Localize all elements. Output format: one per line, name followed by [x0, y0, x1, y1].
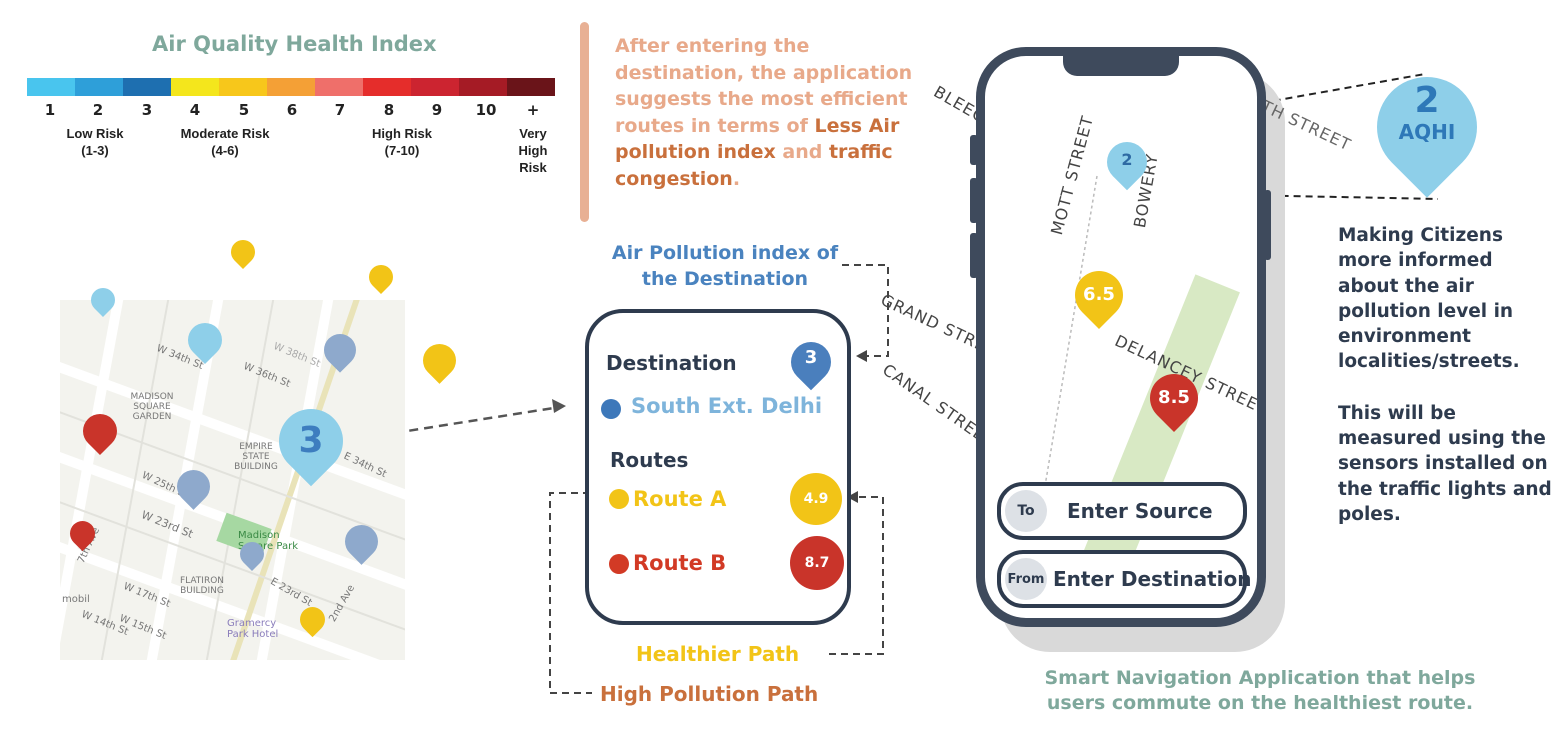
- aqhi-tick-label: 8: [383, 101, 395, 119]
- phone-power-button: [1264, 190, 1271, 260]
- aqhi-big-pin-label: AQHI: [1398, 120, 1456, 144]
- landmark-label: MADISON SQUARE GARDEN: [130, 392, 174, 422]
- aqhi-tick-label: +: [526, 101, 540, 119]
- city-map[interactable]: W 34th St W 36th St W 38th St MADISON SQ…: [60, 300, 405, 660]
- aqhi-scale-segment: [267, 78, 315, 96]
- aqhi-scale-segment: [123, 78, 171, 96]
- phone-side-button: [970, 135, 978, 165]
- risk-very-high-label: Very High Risk: [518, 126, 548, 175]
- route-a-label[interactable]: Route A: [633, 487, 727, 511]
- to-badge: To: [1005, 490, 1047, 532]
- aqhi-tick-label: 10: [475, 101, 497, 119]
- destination-title: Destination: [606, 351, 737, 375]
- aqhi-tick-label: 1: [44, 101, 56, 119]
- route-b-aqi-badge: 8.7: [790, 536, 844, 590]
- route-a-dot-icon[interactable]: [609, 489, 629, 509]
- aqhi-scale-segment: [171, 78, 219, 96]
- aqhi-scale-segment: [459, 78, 507, 96]
- phone-side-button: [970, 178, 978, 223]
- destination-placeholder: Enter Destination: [1053, 567, 1252, 591]
- aqhi-scale-segment: [507, 78, 555, 96]
- aqhi-big-pin-value: 2: [1414, 80, 1440, 121]
- aqhi-scale-segment: [27, 78, 75, 96]
- landmark-label: EMPIRE STATE BUILDING: [234, 442, 278, 472]
- source-input[interactable]: To Enter Source: [997, 482, 1247, 540]
- aqhi-scale-segment: [219, 78, 267, 96]
- aqhi-tick-label: 7: [334, 101, 346, 119]
- phone-frame: MOTT STREET BOWERY DELANCEY STREET 2 6.5…: [976, 47, 1266, 627]
- route-b-label[interactable]: Route B: [633, 551, 727, 575]
- aqhi-title: Air Quality Health Index: [152, 32, 437, 56]
- route-b-dot-icon[interactable]: [609, 554, 629, 574]
- hotel-label: Gramercy Park Hotel: [227, 618, 279, 640]
- info-paragraph: Making Citizens more informed about the …: [1338, 225, 1520, 373]
- info-text: Making Citizens more informed about the …: [1338, 223, 1558, 527]
- risk-high-label: High Risk (7-10): [372, 126, 432, 158]
- phone-pin-red-value: 8.5: [1158, 387, 1190, 408]
- aqhi-tick-label: 4: [189, 101, 201, 119]
- high-pollution-path-label: High Pollution Path: [600, 682, 819, 706]
- phone-map-roads: [1044, 175, 1098, 487]
- aqhi-scale-segment: [363, 78, 411, 96]
- phone-side-button: [970, 233, 978, 278]
- destination-input[interactable]: From Enter Destination: [997, 550, 1251, 608]
- aqhi-scale-segment: [315, 78, 363, 96]
- api-label: Air Pollution index of the Destination: [611, 242, 839, 290]
- destination-name: South Ext. Delhi: [631, 394, 823, 418]
- map-pin-highlight-value: 3: [298, 420, 324, 461]
- phone-pin-yellow-value: 6.5: [1083, 284, 1115, 305]
- street-label: mobil: [62, 594, 90, 605]
- phone-notch: [1063, 56, 1179, 76]
- aqhi-scale-segment: [75, 78, 123, 96]
- landmark-label: FLATIRON BUILDING: [179, 576, 225, 596]
- caption: Smart Navigation Application that helps …: [1044, 667, 1476, 714]
- aqhi-tick-label: 9: [431, 101, 443, 119]
- healthier-path-label: Healthier Path: [636, 642, 800, 666]
- risk-low-label: Low Risk (1-3): [66, 126, 124, 158]
- info-paragraph: This will be measured using the sensors …: [1338, 402, 1552, 525]
- phone-pin-blue-value: 2: [1121, 150, 1133, 169]
- aqhi-tick-label: 3: [141, 101, 153, 119]
- aqhi-color-scale: [27, 78, 555, 96]
- destination-card: Destination 3 South Ext. Delhi Routes Ro…: [585, 309, 851, 625]
- description-text: After entering the destination, the appl…: [615, 35, 913, 190]
- aqhi-tick-label: 6: [286, 101, 298, 119]
- destination-dot-icon: [601, 399, 621, 419]
- risk-moderate-label: Moderate Risk (4-6): [180, 126, 270, 158]
- park-label: Madison Square Park: [238, 530, 298, 552]
- aqhi-tick-label: 5: [238, 101, 250, 119]
- from-badge: From: [1005, 558, 1047, 600]
- source-placeholder: Enter Source: [1067, 499, 1213, 523]
- destination-aqi-value: 3: [804, 347, 818, 368]
- route-a-aqi-badge: 4.9: [790, 473, 842, 525]
- description-accent-bar: [580, 22, 589, 222]
- aqhi-tick-label: 2: [92, 101, 104, 119]
- routes-title: Routes: [610, 448, 689, 472]
- aqhi-scale-segment: [411, 78, 459, 96]
